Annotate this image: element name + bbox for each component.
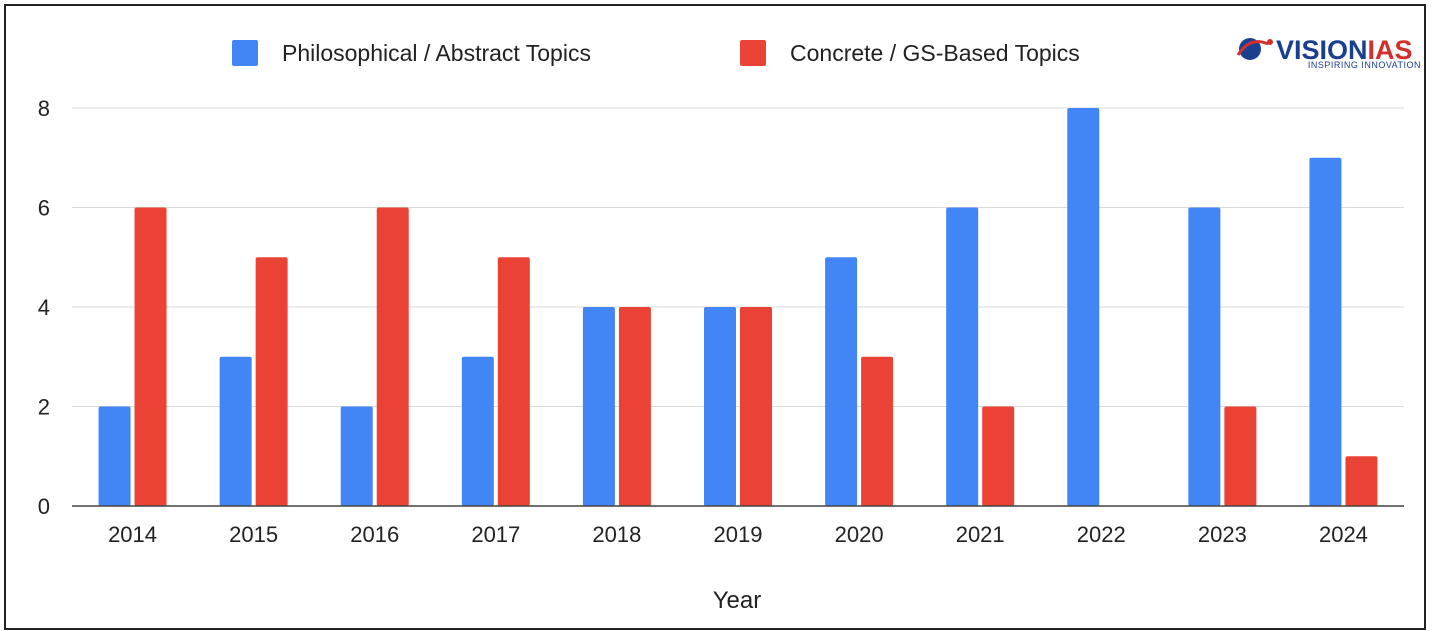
bar-philosophical-2023 bbox=[1188, 207, 1221, 506]
x-tick-labels: 2014 2015 2016 2017 2018 2019 2020 2021 2022 2023… bbox=[108, 522, 1368, 547]
y-tick-label: 4 bbox=[38, 295, 50, 320]
x-axis-title: Year bbox=[713, 587, 762, 614]
bar-philosophical-2024 bbox=[1309, 157, 1342, 506]
x-tick-label: 2017 bbox=[471, 522, 520, 547]
bar-concrete-2018 bbox=[618, 307, 651, 506]
bar-concrete-2020 bbox=[861, 356, 894, 506]
bar-concrete-2015 bbox=[255, 257, 288, 506]
bar-concrete-2016 bbox=[376, 207, 409, 506]
y-tick-label: 6 bbox=[38, 196, 50, 221]
x-tick-label: 2018 bbox=[592, 522, 641, 547]
x-tick-label: 2015 bbox=[229, 522, 278, 547]
legend-swatch-philosophical bbox=[232, 40, 258, 66]
bar-concrete-2021 bbox=[982, 406, 1015, 506]
x-tick-label: 2016 bbox=[350, 522, 399, 547]
y-tick-labels: 0 2 4 6 8 bbox=[38, 96, 50, 519]
legend-swatch-concrete bbox=[740, 40, 766, 66]
bar-philosophical-2015 bbox=[219, 356, 252, 506]
bar-concrete-2019 bbox=[740, 307, 772, 506]
legend: Philosophical / Abstract Topics Concrete… bbox=[232, 40, 1080, 66]
logo-tagline: INSPIRING INNOVATION bbox=[1308, 60, 1421, 70]
gridlines bbox=[72, 107, 1404, 407]
legend-label-concrete: Concrete / GS-Based Topics bbox=[790, 40, 1080, 66]
x-tick-label: 2023 bbox=[1198, 522, 1247, 547]
legend-label-philosophical: Philosophical / Abstract Topics bbox=[282, 40, 591, 66]
bar-philosophical-2018 bbox=[582, 307, 615, 506]
logo-wordmark: VISIONIAS bbox=[1276, 35, 1413, 65]
bar-concrete-2014 bbox=[134, 207, 167, 506]
bar-philosophical-2016 bbox=[340, 406, 373, 506]
logo-mark-icon bbox=[1236, 38, 1273, 60]
y-tick-label: 8 bbox=[38, 96, 50, 121]
bar-philosophical-2022 bbox=[1067, 108, 1100, 506]
bars bbox=[98, 108, 1378, 506]
bar-concrete-2023 bbox=[1224, 406, 1257, 506]
x-tick-label: 2019 bbox=[714, 522, 763, 547]
visionias-logo: VISIONIAS INSPIRING INNOVATION bbox=[1236, 35, 1421, 70]
bar-concrete-2017 bbox=[497, 257, 530, 506]
x-tick-label: 2020 bbox=[835, 522, 884, 547]
bar-philosophical-2014 bbox=[98, 406, 131, 506]
bar-concrete-2024 bbox=[1345, 456, 1378, 506]
x-tick-label: 2021 bbox=[956, 522, 1005, 547]
y-tick-label: 2 bbox=[38, 395, 50, 420]
x-tick-label: 2024 bbox=[1319, 522, 1368, 547]
x-tick-label: 2014 bbox=[108, 522, 157, 547]
y-tick-label: 0 bbox=[38, 494, 50, 519]
x-tick-label: 2022 bbox=[1077, 522, 1126, 547]
bar-philosophical-2017 bbox=[461, 356, 494, 506]
bar-philosophical-2021 bbox=[946, 207, 979, 506]
bar-philosophical-2020 bbox=[825, 257, 858, 506]
bar-philosophical-2019 bbox=[704, 307, 736, 506]
